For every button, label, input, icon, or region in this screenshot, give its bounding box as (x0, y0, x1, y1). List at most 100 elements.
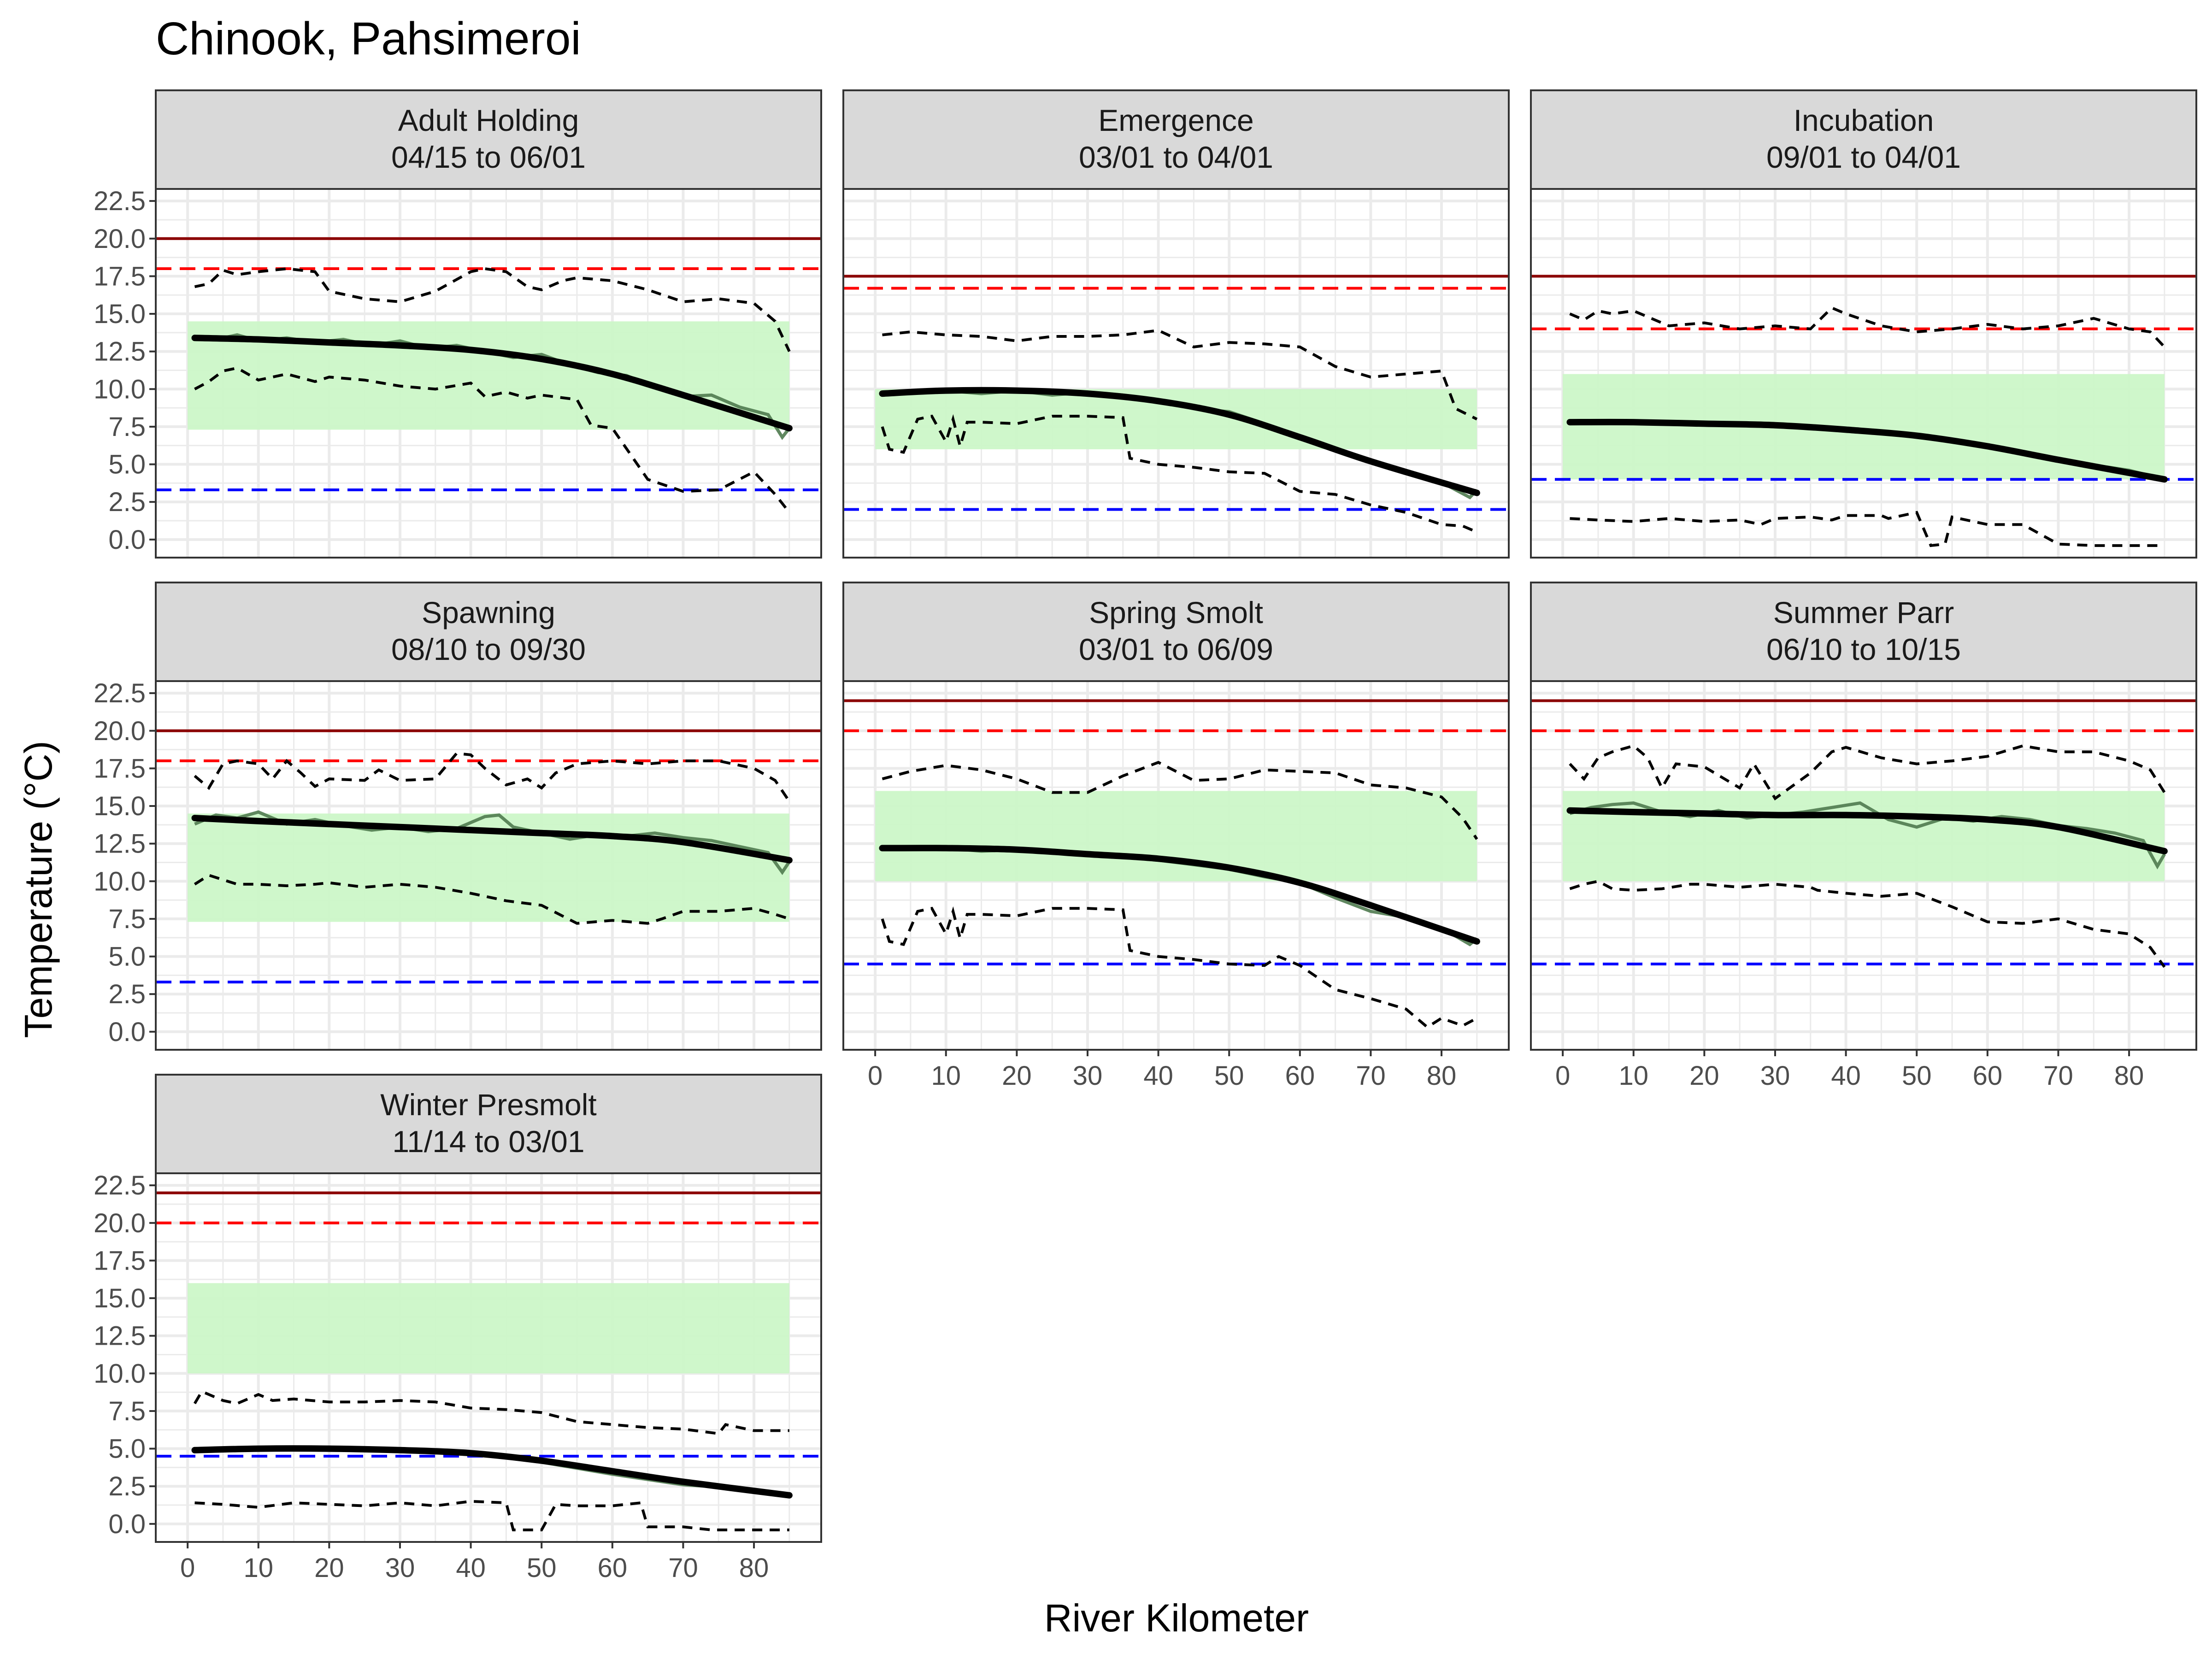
x-tick-label: 10 (243, 1553, 273, 1583)
x-tick-label: 10 (931, 1061, 961, 1091)
range-high-line (194, 267, 791, 352)
x-tick-label: 60 (1285, 1061, 1315, 1091)
x-tick-label: 0 (868, 1061, 882, 1091)
strip-date-label: 03/01 to 04/01 (1079, 140, 1273, 174)
x-tick-label: 80 (1427, 1061, 1457, 1091)
x-tick-label: 40 (1831, 1061, 1861, 1091)
optimal-temperature-band (188, 1283, 789, 1374)
strip-background (155, 582, 822, 682)
x-tick-label: 30 (1073, 1061, 1103, 1091)
range-low-line (194, 1500, 789, 1531)
strip-date-label: 03/01 to 06/09 (1079, 632, 1273, 666)
data-layer (843, 699, 1509, 1029)
strip-stage-label: Summer Parr (1773, 595, 1954, 629)
range-high-line (1569, 306, 2166, 348)
x-tick-label: 50 (1902, 1061, 1932, 1091)
x-tick-label: 20 (1689, 1061, 1719, 1091)
x-tick-label: 0 (180, 1553, 195, 1583)
y-tick-label: 7.5 (108, 1396, 146, 1426)
range-low-line (881, 414, 1478, 534)
y-tick-label: 7.5 (108, 904, 146, 934)
chart-title: Chinook, Pahsimeroi (156, 13, 581, 65)
range-high-line (882, 761, 1478, 840)
strip-background (842, 582, 1510, 682)
x-tick-label: 30 (1760, 1061, 1790, 1091)
y-tick-label: 15.0 (94, 791, 146, 821)
strip-background (1530, 89, 2197, 190)
y-tick-label: 20.0 (94, 1208, 146, 1238)
panel-border (1530, 188, 2197, 559)
strip-stage-label: Incubation (1794, 103, 1934, 137)
strip-background (1530, 582, 2197, 682)
y-tick-label: 12.5 (94, 829, 146, 859)
strip-background (155, 89, 822, 190)
strip-date-label: 11/14 to 03/01 (392, 1124, 584, 1159)
x-tick-label: 40 (1143, 1061, 1173, 1091)
y-tick-label: 7.5 (108, 412, 146, 442)
range-low-line (194, 366, 791, 513)
y-tick-label: 12.5 (94, 1321, 146, 1351)
x-tick-label: 20 (1002, 1061, 1032, 1091)
y-tick-label: 2.5 (108, 979, 146, 1009)
optimal-temperature-band (875, 791, 1477, 882)
y-tick-label: 17.5 (94, 753, 146, 783)
strip-stage-label: Spring Smolt (1089, 595, 1263, 629)
y-tick-label: 5.0 (108, 942, 146, 972)
y-tick-label: 5.0 (108, 1434, 146, 1464)
strip-date-label: 09/01 to 04/01 (1766, 140, 1961, 174)
data-layer (156, 237, 821, 513)
panel-border (842, 680, 1510, 1051)
x-tick-label: 70 (1356, 1061, 1386, 1091)
panel-background (1531, 189, 2196, 558)
y-tick-label: 22.5 (94, 186, 146, 216)
fitted-trend-line (879, 387, 1480, 496)
fitted-trend-line (191, 815, 793, 864)
x-tick-label: 10 (1618, 1061, 1648, 1091)
data-layer (1531, 699, 2196, 968)
range-high-line (882, 329, 1478, 421)
x-tick-label: 60 (598, 1553, 628, 1583)
panel-border (842, 188, 1510, 559)
y-tick-label: 22.5 (94, 1171, 146, 1200)
optimal-temperature-band (875, 389, 1477, 449)
x-tick-label: 40 (456, 1553, 486, 1583)
x-tick-label: 70 (668, 1553, 698, 1583)
range-low-line (194, 873, 790, 925)
strip-date-label: 08/10 to 09/30 (391, 632, 586, 666)
data-layer (156, 1191, 821, 1531)
y-tick-label: 17.5 (94, 1246, 146, 1276)
range-high-line (194, 752, 791, 802)
y-tick-label: 20.0 (94, 224, 146, 254)
range-high-line (193, 1389, 789, 1435)
fitted-trend-line (191, 335, 793, 432)
fitted-trend-line (879, 845, 1480, 945)
range-low-line (881, 906, 1478, 1029)
strip-date-label: 06/10 to 10/15 (1766, 632, 1961, 666)
y-tick-label: 15.0 (94, 1283, 146, 1313)
strip-stage-label: Adult Holding (398, 103, 579, 137)
y-tick-label: 17.5 (94, 261, 146, 291)
data-layer (843, 275, 1509, 534)
y-tick-label: 20.0 (94, 716, 146, 746)
x-tick-label: 80 (739, 1553, 769, 1583)
panel-border (1530, 680, 2197, 1051)
x-tick-label: 80 (2114, 1061, 2144, 1091)
y-tick-label: 15.0 (94, 299, 146, 329)
x-tick-label: 70 (2043, 1061, 2073, 1091)
strip-stage-label: Spawning (422, 595, 555, 629)
y-tick-label: 12.5 (94, 337, 146, 367)
x-tick-label: 0 (1555, 1061, 1570, 1091)
y-tick-label: 0.0 (108, 1509, 146, 1539)
panel-border (155, 188, 822, 559)
panel-border (155, 1172, 822, 1543)
x-axis-title: River Kilometer (1044, 1596, 1309, 1640)
y-tick-label: 2.5 (108, 1471, 146, 1501)
